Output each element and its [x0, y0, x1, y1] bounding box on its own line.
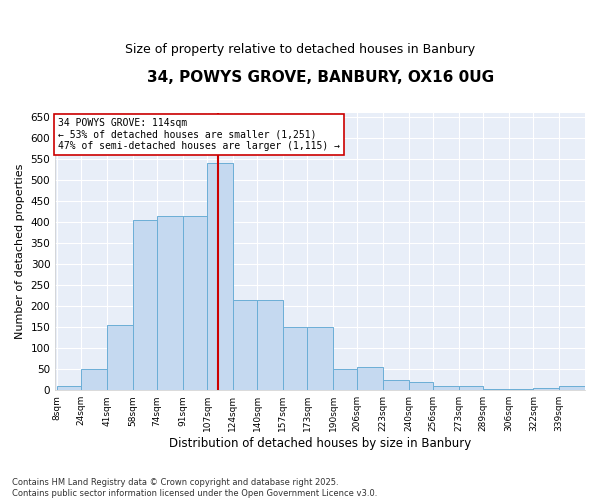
Text: Size of property relative to detached houses in Banbury: Size of property relative to detached ho…: [125, 42, 475, 56]
Text: Contains HM Land Registry data © Crown copyright and database right 2025.
Contai: Contains HM Land Registry data © Crown c…: [12, 478, 377, 498]
X-axis label: Distribution of detached houses by size in Banbury: Distribution of detached houses by size …: [169, 437, 471, 450]
Bar: [433, 386, 459, 390]
Bar: [409, 382, 433, 390]
Title: 34, POWYS GROVE, BANBURY, OX16 0UG: 34, POWYS GROVE, BANBURY, OX16 0UG: [146, 70, 494, 85]
Bar: [133, 220, 157, 390]
Bar: [383, 380, 409, 390]
Bar: [533, 388, 559, 390]
Y-axis label: Number of detached properties: Number of detached properties: [15, 164, 25, 339]
Bar: [56, 386, 81, 390]
Bar: [182, 216, 207, 390]
Bar: [157, 216, 182, 390]
Bar: [207, 163, 233, 390]
Bar: [81, 369, 107, 390]
Bar: [307, 327, 333, 390]
Bar: [333, 369, 357, 390]
Bar: [233, 300, 257, 390]
Bar: [107, 325, 133, 390]
Bar: [357, 367, 383, 390]
Text: 34 POWYS GROVE: 114sqm
← 53% of detached houses are smaller (1,251)
47% of semi-: 34 POWYS GROVE: 114sqm ← 53% of detached…: [58, 118, 340, 151]
Bar: [559, 386, 585, 390]
Bar: [459, 386, 483, 390]
Bar: [257, 300, 283, 390]
Bar: [283, 327, 307, 390]
